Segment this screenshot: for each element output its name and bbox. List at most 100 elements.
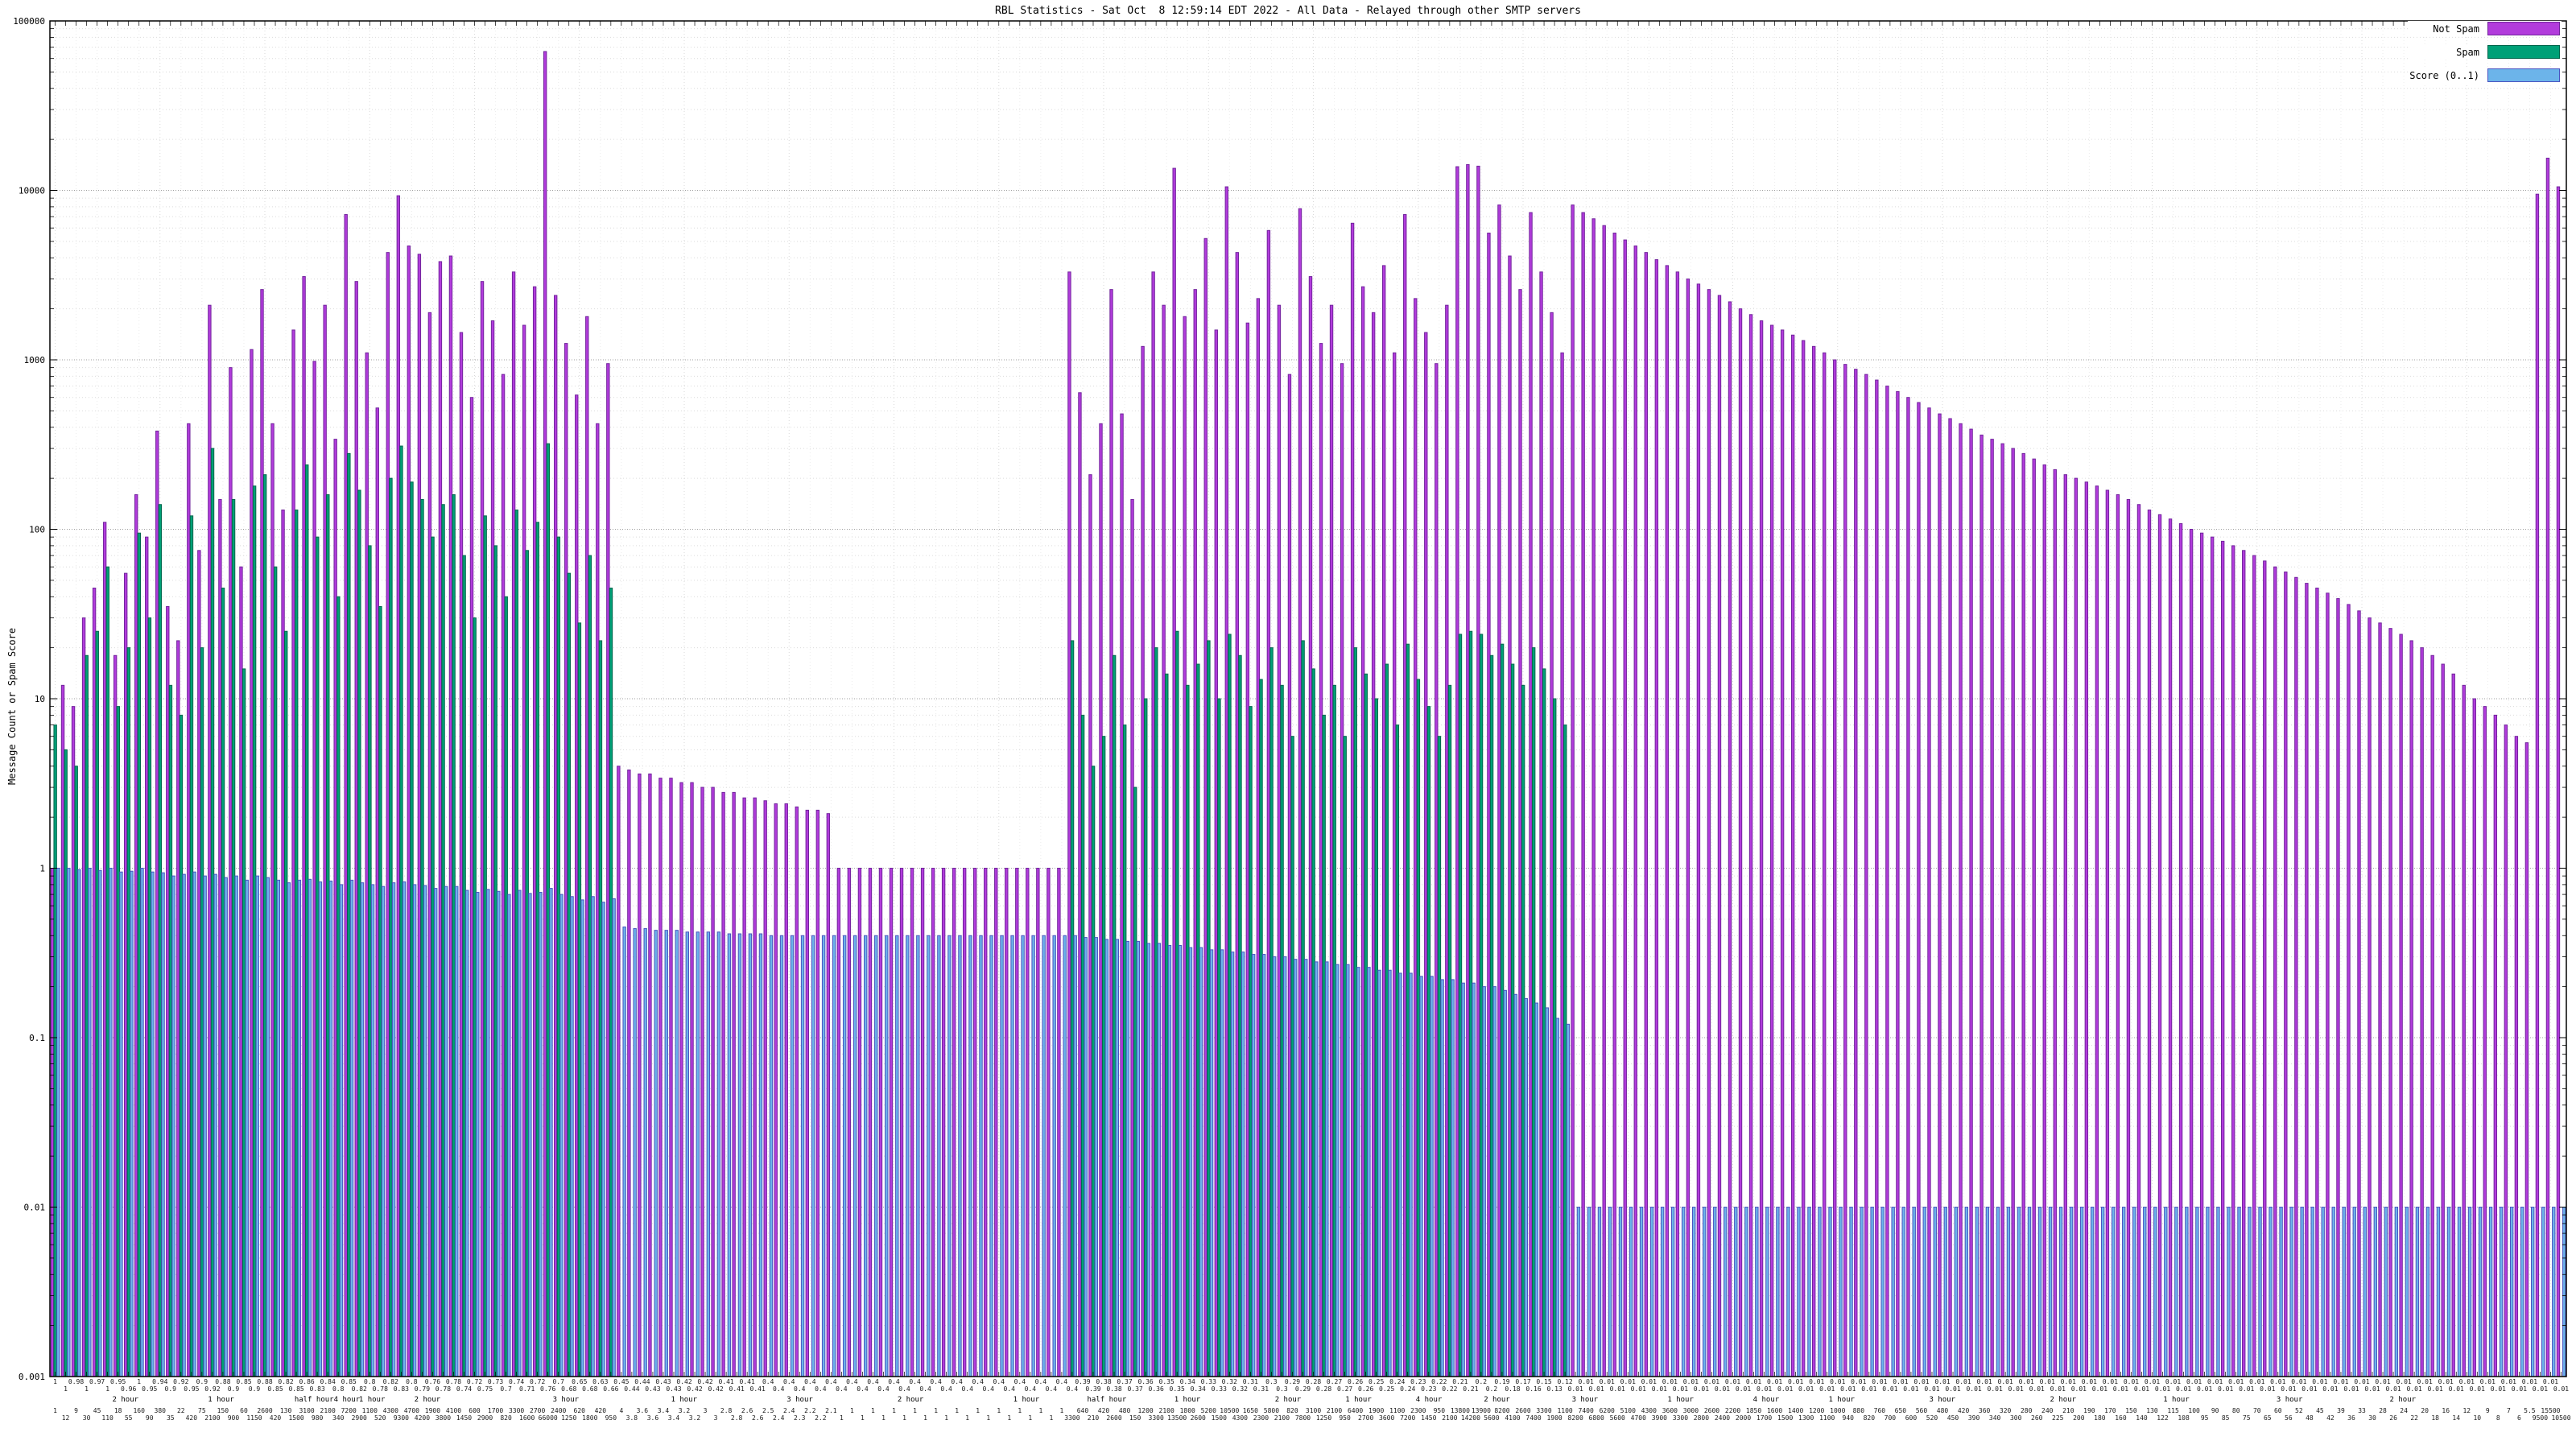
bar — [1975, 1207, 1979, 1377]
y-tick-label: 10000 — [19, 186, 45, 196]
bar — [151, 871, 155, 1377]
x-tick-score: 0.4 — [898, 1385, 910, 1393]
x-tick-count: 5200 — [1201, 1407, 1216, 1414]
bar — [1251, 954, 1256, 1377]
x-tick-count: 1 — [1049, 1414, 1053, 1422]
x-tick-score: 1 — [64, 1385, 68, 1393]
x-tick-score: 0.39 — [1075, 1378, 1090, 1385]
x-tick-count: 45 — [93, 1407, 101, 1414]
bar — [210, 448, 215, 1377]
x-tick-score: 0.12 — [1557, 1378, 1572, 1385]
x-tick-score: 0.4 — [940, 1385, 952, 1393]
bar — [1078, 392, 1082, 1377]
bar — [255, 875, 259, 1377]
x-tick-count: 1 — [1059, 1407, 1063, 1414]
bar — [2310, 1207, 2314, 1377]
bar — [95, 630, 99, 1377]
x-tick-count: 10 — [2473, 1414, 2481, 1422]
x-tick-count: 5.5 — [2524, 1407, 2536, 1414]
bar — [2321, 1207, 2325, 1377]
bar — [1765, 1207, 1769, 1377]
x-tick-score: 0.01 — [2103, 1378, 2118, 1385]
bar — [1707, 289, 1711, 1377]
x-tick-count: 1300 — [1798, 1414, 1814, 1422]
x-tick-score: 0.01 — [2385, 1385, 2401, 1393]
x-tick-score: 0.01 — [1913, 1378, 1929, 1385]
x-tick-count: 2.8 — [731, 1414, 743, 1422]
bar — [1703, 1207, 1707, 1377]
bar — [711, 786, 715, 1377]
bar — [1917, 402, 1921, 1377]
bar — [1482, 986, 1486, 1377]
bar — [1430, 976, 1434, 1377]
x-tick-count: 3300 — [1536, 1407, 1551, 1414]
bar — [287, 882, 291, 1377]
x-tick-score: 0.34 — [1180, 1378, 1195, 1385]
bar — [187, 423, 191, 1377]
x-tick-score: 0.18 — [1505, 1385, 1520, 1393]
x-tick-count: 2600 — [1515, 1407, 1530, 1414]
bar — [2284, 572, 2288, 1377]
bar — [588, 555, 592, 1377]
bar — [1948, 418, 1952, 1377]
bar — [1371, 312, 1376, 1377]
y-tick-label: 0.1 — [29, 1033, 45, 1043]
bar — [1870, 1207, 1874, 1377]
bar — [727, 933, 732, 1377]
x-tick-count: 2100 — [1442, 1414, 1457, 1422]
x-tick-score: 0.3 — [1276, 1385, 1288, 1393]
bar — [1472, 982, 1476, 1377]
bar — [1906, 397, 1910, 1377]
x-tick-count: 115 — [2167, 1407, 2179, 1414]
x-tick-count: 950 — [1339, 1414, 1351, 1422]
x-tick-score: 0.01 — [2092, 1385, 2107, 1393]
bar — [203, 875, 207, 1377]
x-tick-count: 65 — [2264, 1414, 2272, 1422]
bar — [1461, 982, 1465, 1377]
bar — [1238, 654, 1242, 1377]
x-tick-score: 0.01 — [2480, 1378, 2496, 1385]
x-tick-score: 0.22 — [1431, 1378, 1447, 1385]
bar — [2483, 706, 2487, 1377]
x-tick-count: 18 — [114, 1407, 122, 1414]
bar — [1566, 1023, 1571, 1377]
bar — [1157, 943, 1162, 1377]
bar — [1151, 271, 1155, 1377]
bar — [92, 588, 97, 1377]
bar — [994, 868, 998, 1377]
x-tick-count: 1450 — [456, 1414, 472, 1422]
legend-entry-score: Score (0..1) — [2408, 68, 2562, 83]
x-tick-score: 0.01 — [2491, 1385, 2506, 1393]
bar — [200, 647, 204, 1377]
x-tick-count: 2100 — [1274, 1414, 1290, 1422]
x-tick-count: 2.6 — [741, 1407, 753, 1414]
x-tick-count: 1800 — [582, 1414, 597, 1422]
x-tick-score: 0.01 — [1882, 1385, 1897, 1393]
bar — [2011, 448, 2015, 1377]
bar — [748, 933, 753, 1377]
bar — [2436, 1207, 2441, 1377]
x-tick-score: 0.01 — [2270, 1378, 2285, 1385]
x-tick-count: 2.6 — [752, 1414, 764, 1422]
bar — [1136, 940, 1141, 1377]
bar — [213, 873, 217, 1377]
bar — [962, 868, 967, 1377]
bar — [74, 766, 78, 1377]
bar — [50, 868, 55, 1377]
x-tick-score: 0.85 — [267, 1385, 283, 1393]
bar — [2042, 464, 2046, 1377]
x-tick-score: 0.4 — [825, 1378, 837, 1385]
bar — [1123, 724, 1127, 1377]
x-tick-score: 0.01 — [1725, 1378, 1740, 1385]
bar — [1133, 786, 1137, 1377]
x-tick-score: 0.4 — [961, 1385, 973, 1393]
bar — [1534, 1002, 1539, 1377]
x-tick-count: 1 — [1007, 1414, 1011, 1422]
bar — [1675, 271, 1680, 1377]
x-tick-score: 0.78 — [373, 1385, 388, 1393]
x-tick-score: 0.75 — [477, 1385, 493, 1393]
x-tick-count: 380 — [155, 1407, 167, 1414]
x-group-label: 3 hour — [553, 1396, 580, 1404]
x-tick-count: 2900 — [477, 1414, 493, 1422]
x-tick-count: 45 — [2316, 1407, 2324, 1414]
